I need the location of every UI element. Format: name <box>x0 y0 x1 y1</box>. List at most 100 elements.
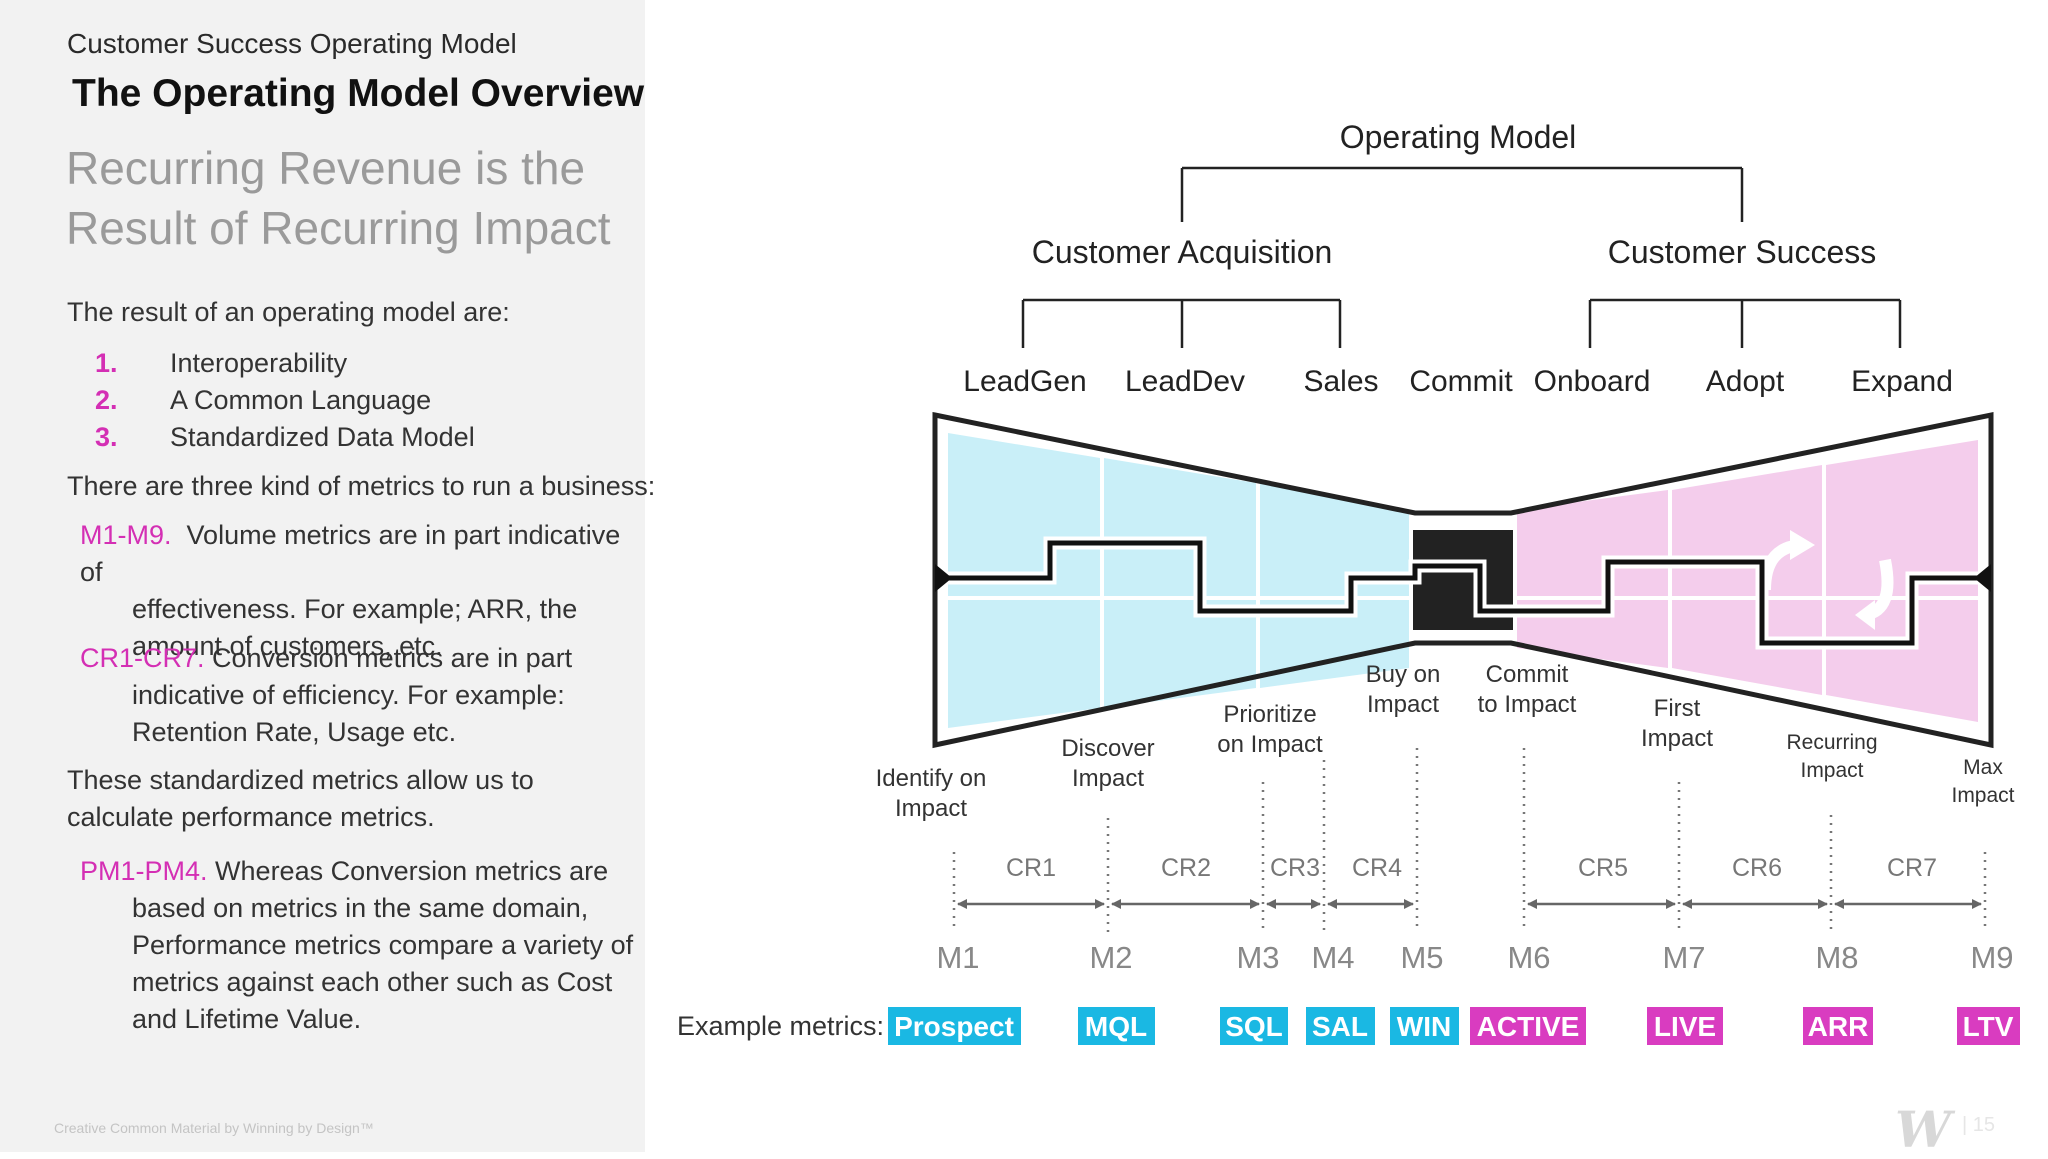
conversion-label: CR4 <box>1352 854 1402 882</box>
impact-label: Impact <box>1072 765 1144 792</box>
performance-metrics-line: metrics against each other such as Cost <box>132 967 613 997</box>
winning-by-design-logo: W <box>1895 1100 1952 1159</box>
journey-end-marker <box>1974 564 1991 592</box>
performance-metrics-line: and Lifetime Value. <box>132 1004 362 1034</box>
list-number: 1. <box>95 348 118 378</box>
impact-label: Impact <box>1951 784 2014 807</box>
standardized-text: These standardized metrics allow us to c… <box>67 765 534 832</box>
conversion-label: CR5 <box>1578 854 1628 882</box>
customer-journey-line <box>935 540 1991 646</box>
metric-label: M1 <box>936 940 979 975</box>
list-item: 1. Interoperability <box>95 348 347 379</box>
metric-label: M7 <box>1662 940 1705 975</box>
metric-badge-text: SQL <box>1225 1011 1283 1042</box>
bowtie-outline <box>932 411 1994 749</box>
impact-label: First <box>1654 695 1701 722</box>
root-label: Operating Model <box>1340 119 1577 155</box>
impact-label: Impact <box>895 795 967 822</box>
metric-badge-text: WIN <box>1397 1011 1451 1042</box>
volume-metrics-label: M1-M9. <box>80 520 172 550</box>
stage-leadgen-label: LeadGen <box>963 365 1086 398</box>
conversion-label: CR1 <box>1006 854 1056 882</box>
performance-metrics-paragraph: PM1-PM4. Whereas Conversion metrics are … <box>80 853 640 1038</box>
hierarchy-tree <box>1021 166 1902 348</box>
page-number: | 15 <box>1962 1114 1995 1136</box>
impact-label: Max <box>1963 756 2003 779</box>
list-item: 2. A Common Language <box>95 385 431 416</box>
list-item: 3. Standardized Data Model <box>95 422 475 453</box>
success-segment <box>1672 465 1822 695</box>
acquisition-segment <box>1260 483 1409 688</box>
metric-label: M5 <box>1400 940 1443 975</box>
impact-label: on Impact <box>1217 731 1323 758</box>
metric-badge-win <box>1390 1007 1459 1045</box>
list-text: A Common Language <box>170 385 432 415</box>
performance-metrics-line: Performance metrics compare a variety of <box>132 930 634 960</box>
bowtie-diagram: Operating Model Customer Acquisition Cus… <box>677 119 2020 1045</box>
impact-label: Impact <box>1367 691 1439 718</box>
list-number: 2. <box>95 385 118 415</box>
stage-adopt-label: Adopt <box>1706 365 1785 398</box>
metric-badge-text: LTV <box>1963 1011 2014 1042</box>
metric-badge-text: LIVE <box>1654 1011 1716 1042</box>
branch-acquisition-label: Customer Acquisition <box>1032 234 1333 270</box>
conversion-metrics-line: Conversion metrics are in part <box>212 643 573 673</box>
metric-label: M4 <box>1311 940 1354 975</box>
left-panel <box>0 0 645 1152</box>
conversion-metrics-label: CR1-CR7. <box>80 643 205 673</box>
metric-kinds-text: There are three kind of metrics to run a… <box>67 471 656 501</box>
metric-label: M9 <box>1970 940 2013 975</box>
bowtie <box>932 411 1994 749</box>
stage-commit-label: Commit <box>1409 365 1513 398</box>
metric-label: M2 <box>1089 940 1132 975</box>
volume-metrics-line: amount of customers, etc. <box>132 631 443 661</box>
impact-label: to Impact <box>1478 691 1577 718</box>
metric-badge-text: ACTIVE <box>1477 1011 1580 1042</box>
conversion-label: CR3 <box>1270 854 1320 882</box>
example-metrics-label: Example metrics: <box>677 1011 884 1041</box>
headline: Recurring Revenue is the Result of Recur… <box>66 142 611 254</box>
recurring-arrow-icon <box>1790 530 1815 560</box>
credit-text: Creative Common Material by Winning by D… <box>54 1120 374 1136</box>
impact-label: Impact <box>1641 725 1713 752</box>
conversion-label: CR6 <box>1732 854 1782 882</box>
conversion-metrics-paragraph: CR1-CR7. Conversion metrics are in part … <box>80 640 640 751</box>
metric-label: M3 <box>1236 940 1279 975</box>
impact-label: Discover <box>1061 735 1154 762</box>
success-segment <box>1826 440 1978 722</box>
conversion-label: CR2 <box>1161 854 1211 882</box>
conversion-metrics-line: Retention Rate, Usage etc. <box>132 717 457 747</box>
performance-metrics-label: PM1-PM4. <box>80 856 208 886</box>
impact-label: Impact <box>1800 759 1863 782</box>
journey-start-marker <box>935 564 952 592</box>
impact-label: Commit <box>1486 661 1569 688</box>
metric-badge-sql <box>1220 1007 1288 1045</box>
list-text: Standardized Data Model <box>170 422 475 452</box>
section-eyebrow: Customer Success Operating Model <box>67 28 517 59</box>
performance-metrics-line: based on metrics in the same domain, <box>132 893 589 923</box>
metric-label: M6 <box>1507 940 1550 975</box>
volume-metrics-paragraph: M1-M9. Volume metrics are in part indica… <box>80 517 640 665</box>
conversion-metrics-line: indicative of efficiency. For example: <box>132 680 565 710</box>
intro-text: The result of an operating model are: <box>67 297 510 327</box>
example-metric-badges <box>888 1007 2020 1045</box>
metric-label: M8 <box>1815 940 1858 975</box>
list-number: 3. <box>95 422 118 452</box>
performance-metrics-line: Whereas Conversion metrics are <box>215 856 609 886</box>
metric-badge-text: ARR <box>1808 1011 1869 1042</box>
volume-metrics-line: effectiveness. For example; ARR, the <box>132 594 578 624</box>
list-text: Interoperability <box>170 348 348 378</box>
stage-leaddev-label: LeadDev <box>1125 365 1245 398</box>
impact-label: Buy on <box>1366 661 1441 688</box>
stage-onboard-label: Onboard <box>1534 365 1651 398</box>
acquisition-segment <box>1104 458 1256 708</box>
branch-success-label: Customer Success <box>1608 234 1877 270</box>
impact-label: Recurring <box>1786 731 1877 754</box>
metric-badge-active <box>1470 1007 1586 1045</box>
metric-badge-prospect <box>888 1007 1021 1045</box>
impact-label: Prioritize <box>1223 701 1316 728</box>
metric-badge-text: MQL <box>1085 1011 1147 1042</box>
metric-badge-sal <box>1306 1007 1375 1045</box>
metric-badge-arr <box>1803 1007 1873 1045</box>
conversion-label: CR7 <box>1887 854 1937 882</box>
